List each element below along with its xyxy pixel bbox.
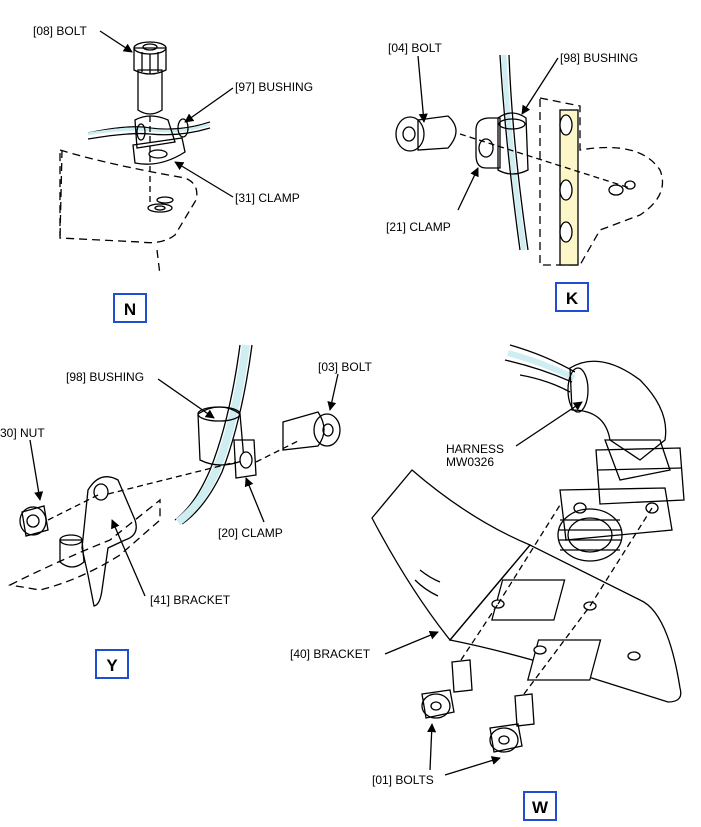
y-clamp: [197, 406, 257, 479]
view-k: [04] BOLT [98] BUSHING [21] CLAMP K: [386, 41, 664, 312]
y-view-label: Y: [106, 656, 118, 675]
k-bolt-callout: [04] BOLT: [388, 41, 442, 55]
w-bolt-right: [489, 693, 535, 753]
y-bolt-callout: [03] BOLT: [318, 360, 372, 374]
y-view-label-box: [95, 649, 129, 679]
n-bolt-callout: [08] BOLT: [33, 24, 87, 38]
w-view-label: W: [532, 798, 549, 817]
y-structure-panel: [7, 498, 161, 591]
k-view-label: K: [566, 289, 579, 308]
n-view-label-box: [113, 293, 147, 323]
k-view-label-box: [555, 282, 589, 312]
w-bracket: [371, 469, 682, 703]
k-structure-panel: [539, 97, 664, 266]
y-bushing-callout: [98] BUSHING: [66, 370, 144, 384]
y-nut: [19, 505, 49, 537]
view-w: HARNESS MW0326 [40] BRACKET [01] BOLTS W: [290, 344, 685, 821]
k-clamp-callout: [21] CLAMP: [386, 220, 451, 234]
w-bolt-left: [421, 659, 473, 719]
y-installed-nut: [59, 534, 85, 568]
w-harness-callout-line2: MW0326: [446, 455, 494, 469]
k-bushing-callout: [98] BUSHING: [560, 51, 638, 65]
n-clamp: [132, 115, 189, 165]
y-bracket-callout: [41] BRACKET: [150, 593, 231, 607]
w-view-label-box: [523, 791, 557, 821]
w-harness-connector: [557, 360, 685, 562]
k-bolt: [395, 115, 457, 152]
w-bolts-callout: [01] BOLTS: [372, 773, 434, 787]
n-bushing-callout: [97] BUSHING: [235, 80, 313, 94]
w-harness-callout-line1: HARNESS: [446, 442, 504, 456]
n-clamp-callout: [31] CLAMP: [235, 191, 300, 205]
w-bracket-callout: [40] BRACKET: [290, 647, 371, 661]
y-bolt: [282, 411, 341, 451]
y-bracket: [81, 476, 137, 607]
view-y: [98] BUSHING [03] BOLT 30] NUT [20] CLAM…: [0, 344, 372, 679]
y-clamp-callout: [20] CLAMP: [218, 526, 283, 540]
n-view-label: N: [124, 300, 136, 319]
n-bolt: [133, 41, 167, 115]
view-n: [08] BOLT [97] BUSHING [31] CLAMP N: [33, 24, 313, 323]
k-clamp: [475, 112, 529, 175]
y-nut-callout: 30] NUT: [0, 426, 45, 440]
n-structure-panel: [59, 149, 198, 244]
